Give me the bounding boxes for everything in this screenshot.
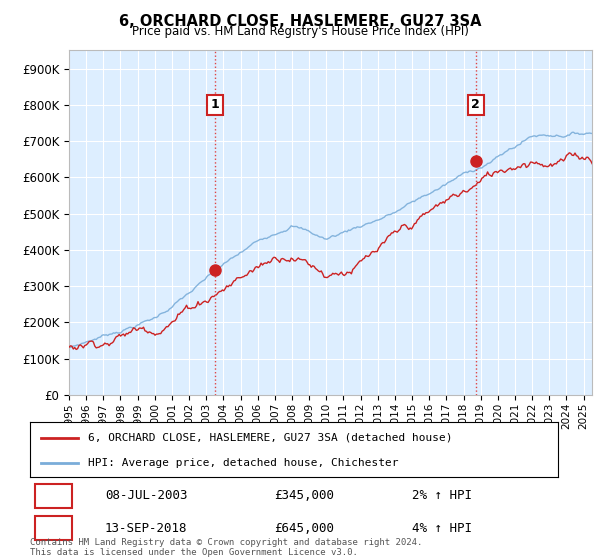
Text: £645,000: £645,000 xyxy=(275,521,335,535)
Text: HPI: Average price, detached house, Chichester: HPI: Average price, detached house, Chic… xyxy=(88,459,398,468)
Text: 13-SEP-2018: 13-SEP-2018 xyxy=(105,521,187,535)
Text: 6, ORCHARD CLOSE, HASLEMERE, GU27 3SA: 6, ORCHARD CLOSE, HASLEMERE, GU27 3SA xyxy=(119,14,481,29)
Text: 6, ORCHARD CLOSE, HASLEMERE, GU27 3SA (detached house): 6, ORCHARD CLOSE, HASLEMERE, GU27 3SA (d… xyxy=(88,433,452,442)
Text: 1: 1 xyxy=(211,98,220,111)
Text: 2: 2 xyxy=(472,98,480,111)
Text: 08-JUL-2003: 08-JUL-2003 xyxy=(105,489,187,502)
Text: 2: 2 xyxy=(50,521,58,535)
Text: Price paid vs. HM Land Registry's House Price Index (HPI): Price paid vs. HM Land Registry's House … xyxy=(131,25,469,38)
FancyBboxPatch shape xyxy=(35,483,72,508)
Text: 2% ↑ HPI: 2% ↑ HPI xyxy=(412,489,472,502)
Text: £345,000: £345,000 xyxy=(275,489,335,502)
Text: Contains HM Land Registry data © Crown copyright and database right 2024.
This d: Contains HM Land Registry data © Crown c… xyxy=(30,538,422,557)
Text: 4% ↑ HPI: 4% ↑ HPI xyxy=(412,521,472,535)
Text: 1: 1 xyxy=(50,489,58,502)
FancyBboxPatch shape xyxy=(35,516,72,540)
